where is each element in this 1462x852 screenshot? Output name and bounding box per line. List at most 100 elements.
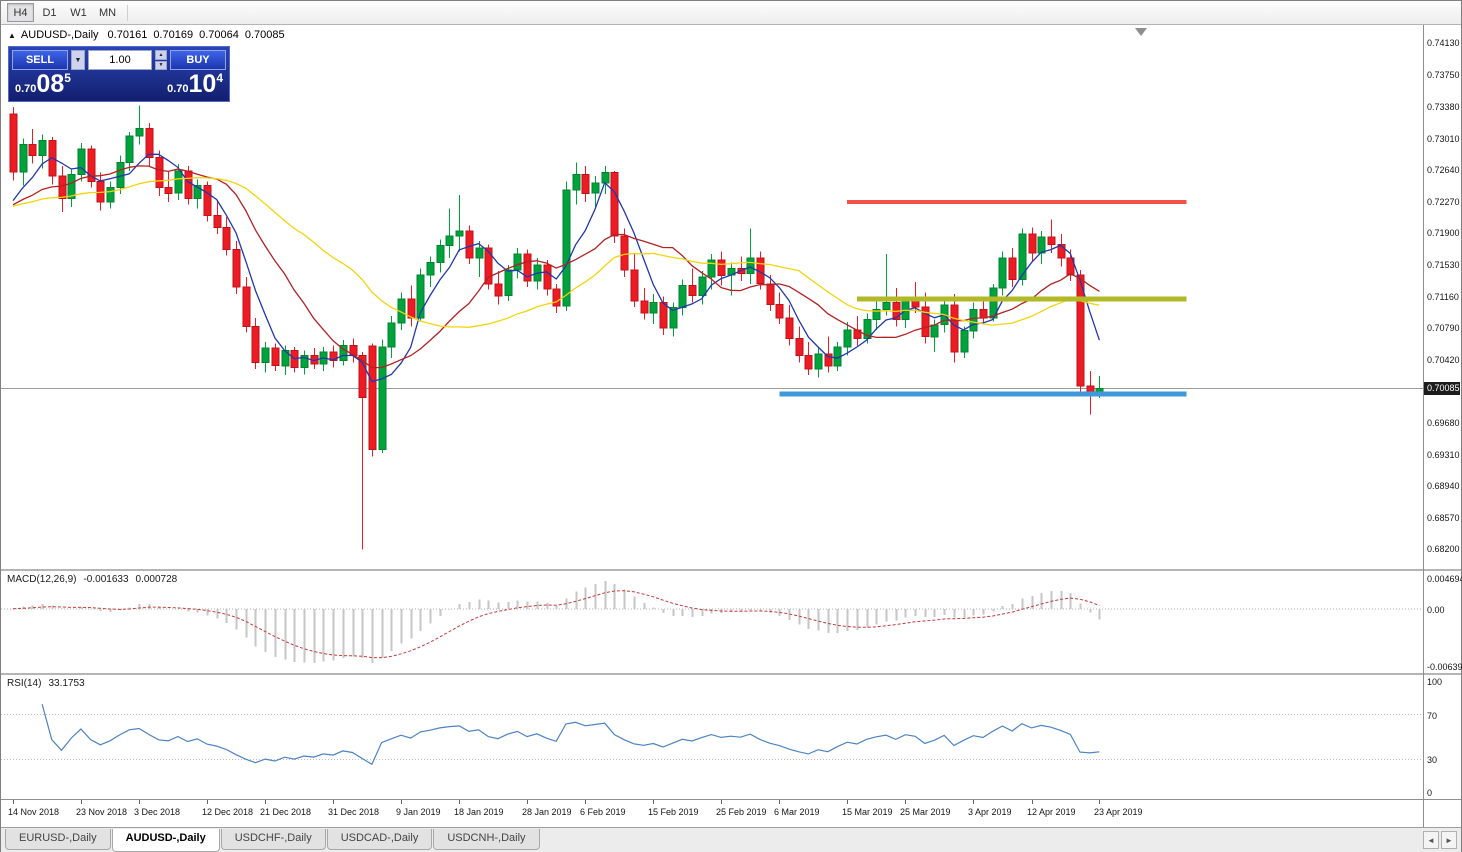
- candle-body: [717, 259, 726, 276]
- tab-usdcad[interactable]: USDCAD-,Daily: [326, 829, 433, 850]
- timeframe-button-w1[interactable]: W1: [70, 6, 87, 19]
- bid-ask-prices: 0.70085 0.70104: [12, 70, 226, 98]
- candle-body: [552, 288, 561, 307]
- candle-body: [329, 351, 338, 362]
- time-tick-mark: [265, 800, 266, 804]
- candle-body: [1047, 236, 1056, 246]
- candle-body: [77, 148, 86, 175]
- chart-shift-marker-icon[interactable]: [1135, 28, 1147, 36]
- toolbar-separator: [127, 4, 129, 21]
- macd-chart[interactable]: [1, 571, 1423, 673]
- time-tick-mark: [459, 800, 460, 804]
- timeframe-button-mn[interactable]: MN: [99, 6, 117, 19]
- volume-input[interactable]: 1.00: [88, 50, 152, 70]
- candle-body: [601, 172, 610, 184]
- candle-body: [358, 355, 367, 398]
- time-tick-mark: [81, 800, 82, 804]
- candle-body: [445, 235, 454, 246]
- candle-body: [416, 274, 425, 319]
- time-tick-mark: [401, 800, 402, 804]
- time-tick-mark: [139, 800, 140, 804]
- candle-body: [155, 156, 164, 188]
- tab-scroll-buttons: ◄ ►: [1423, 831, 1457, 849]
- ohlc-high: 0.70169: [153, 29, 194, 41]
- macd-name: MACD(12,26,9): [7, 574, 77, 585]
- candle-body: [87, 148, 96, 182]
- candle-body: [19, 144, 28, 173]
- volume-up-icon[interactable]: ▲: [155, 50, 167, 60]
- candle-body: [38, 139, 47, 157]
- timeframe-button-d1[interactable]: D1: [42, 6, 57, 19]
- tab-audusd[interactable]: AUDUSD-,Daily: [111, 829, 220, 852]
- candle-body: [911, 300, 920, 308]
- tab-scroll-left-icon[interactable]: ◄: [1423, 831, 1439, 849]
- date-tick-label: 12 Apr 2019: [1027, 807, 1076, 817]
- rsi-axis[interactable]: 100 70 30 0: [1424, 673, 1461, 799]
- tab-usdchf[interactable]: USDCHF-,Daily: [220, 829, 326, 850]
- candle-body: [921, 306, 930, 338]
- candlestick-chart[interactable]: [1, 25, 1423, 569]
- volume-dropdown-icon[interactable]: ▼: [71, 50, 85, 70]
- timeframe-toolbar: H4 D1 W1 MN: [1, 1, 1461, 25]
- rsi-label: RSI(14) 33.1753: [7, 678, 85, 689]
- rsi-chart[interactable]: [1, 675, 1423, 799]
- sell-price: 0.70085: [15, 71, 71, 98]
- sell-price-big: 08: [36, 70, 65, 98]
- macd-axis[interactable]: 0.004694 0.00 -0.006394: [1424, 569, 1462, 673]
- candle-body: [174, 170, 183, 194]
- tab-scroll-right-icon[interactable]: ►: [1441, 831, 1457, 849]
- time-axis[interactable]: 14 Nov 2018 23 Nov 2018 3 Dec 2018 12 Dec 2…: [1, 799, 1423, 827]
- date-tick-label: 12 Dec 2018: [202, 807, 254, 817]
- date-tick-label: 15 Mar 2019: [842, 807, 893, 817]
- price-tick-label: 0.70420: [1427, 354, 1460, 365]
- candle-body: [882, 302, 891, 310]
- date-tick-label: 3 Apr 2019: [968, 807, 1012, 817]
- candle-body: [203, 185, 212, 217]
- ohlc-open: 0.70161: [107, 29, 148, 41]
- candle-body: [824, 353, 833, 367]
- candle-body: [67, 174, 76, 199]
- price-tick-label: 0.71160: [1427, 291, 1459, 302]
- candle-body: [688, 285, 697, 297]
- rsi-name: RSI(14): [7, 678, 42, 689]
- timeframe-button-h4[interactable]: H4: [7, 3, 34, 22]
- price-axis[interactable]: 0.70085 0.74130 0.73750 0.73380 0.73010 0.72…: [1424, 25, 1461, 569]
- candle-body: [475, 247, 484, 259]
- candle-body: [630, 269, 639, 302]
- candle-body: [106, 186, 115, 203]
- buy-price: 0.70104: [167, 71, 223, 98]
- candle-body: [213, 214, 222, 228]
- ohlc-low: 0.70064: [199, 29, 239, 41]
- price-tick-label: 0.68570: [1427, 512, 1460, 523]
- candle-body: [591, 182, 600, 194]
- candle-body: [766, 283, 775, 305]
- price-tick-label: 0.72270: [1427, 196, 1460, 207]
- sell-button[interactable]: SELL: [12, 50, 68, 70]
- tab-eurusd[interactable]: EURUSD-,Daily: [5, 829, 111, 850]
- price-tick-label: 0.69680: [1427, 417, 1460, 428]
- date-tick-label: 6 Mar 2019: [774, 807, 820, 817]
- time-tick-mark: [207, 800, 208, 804]
- candle-body: [640, 300, 649, 314]
- candle-body: [649, 302, 658, 314]
- candle-body: [125, 135, 134, 163]
- candle-body: [28, 144, 37, 157]
- candle-body: [523, 253, 532, 282]
- volume-stepper: ▲ ▼: [155, 50, 167, 70]
- tab-usdcnh[interactable]: USDCNH-,Daily: [433, 829, 540, 850]
- candle-body: [145, 127, 154, 158]
- macd-main-value: -0.001633: [83, 574, 129, 585]
- candle-body: [484, 247, 493, 285]
- volume-down-icon[interactable]: ▼: [155, 60, 167, 70]
- candle-body: [562, 189, 571, 307]
- buy-button[interactable]: BUY: [170, 50, 226, 70]
- rsi-axis-100-label: 100: [1427, 677, 1443, 687]
- symbol-title: AUDUSD-,Daily: [20, 29, 99, 41]
- candle-body: [775, 303, 784, 319]
- collapse-panel-icon[interactable]: ▲: [8, 30, 16, 40]
- date-tick-label: 28 Jan 2019: [522, 807, 572, 817]
- price-tick-label: 0.73010: [1427, 133, 1460, 144]
- date-tick-label: 23 Nov 2018: [76, 807, 128, 817]
- candle-body: [407, 298, 416, 319]
- price-tick-label: 0.71530: [1427, 259, 1460, 270]
